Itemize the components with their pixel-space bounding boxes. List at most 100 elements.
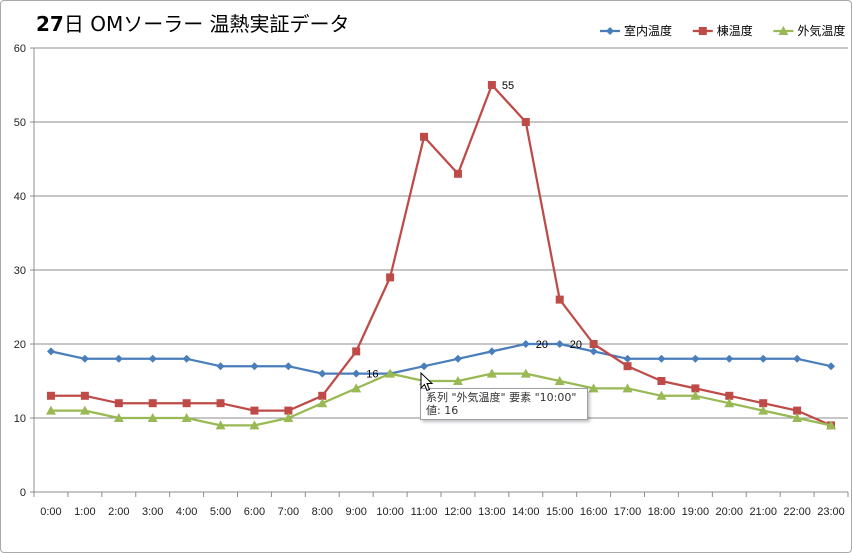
x-tick-label: 21:00 — [749, 506, 777, 518]
data-point — [589, 340, 598, 348]
data-point — [249, 420, 260, 430]
data-point — [181, 413, 192, 422]
data-point — [148, 354, 157, 363]
axes: 0 10 20 30 40 50 60 0:00 1:00 2:00 3:00 4:00 5:00 6:0… — [14, 43, 849, 518]
data-point — [486, 368, 497, 378]
data-point — [724, 398, 735, 408]
data-point — [216, 362, 225, 371]
data-label: 55 — [502, 80, 514, 92]
series-2 — [46, 81, 836, 430]
data-labels: 55 20 20 16 — [366, 80, 582, 381]
x-tick-label: 9:00 — [345, 506, 366, 518]
data-point — [385, 368, 396, 378]
x-tick-label: 22:00 — [783, 506, 811, 518]
data-point — [656, 390, 667, 400]
data-point — [182, 354, 191, 363]
data-point — [691, 384, 700, 393]
legend-swatch-marker — [698, 27, 707, 35]
data-point — [420, 362, 429, 371]
data-point — [80, 354, 89, 363]
data-point — [725, 391, 734, 400]
data-label: 16 — [366, 369, 378, 381]
data-point — [148, 399, 157, 408]
data-point — [759, 399, 768, 408]
x-tick-label: 11:00 — [411, 506, 438, 518]
y-tick-label: 40 — [14, 191, 26, 203]
series-3 — [45, 368, 837, 430]
data-point — [521, 118, 530, 126]
x-tick-label: 10:00 — [376, 506, 404, 518]
y-tick-label: 20 — [14, 339, 26, 351]
data-point — [215, 420, 226, 430]
x-tick-label: 3:00 — [142, 506, 163, 518]
data-point — [250, 362, 259, 371]
y-tick-label: 0 — [20, 487, 26, 499]
data-point — [657, 354, 666, 363]
data-point — [250, 406, 259, 415]
legend-item-1: 室内温度 — [600, 23, 672, 38]
chart-title-rest: 日 OMソーラー 温熱実証データ — [64, 12, 350, 36]
data-point — [182, 399, 191, 408]
chart-title: 27日 OMソーラー 温熱実証データ — [36, 12, 350, 36]
legend-item-3: 外気温度 — [773, 23, 845, 38]
data-point — [113, 413, 124, 422]
data-point — [80, 391, 89, 400]
x-tick-label: 23:00 — [817, 506, 845, 518]
legend: 室内温度 棟温度 外気温度 — [600, 23, 845, 38]
data-point — [352, 369, 361, 378]
x-tick-label: 1:00 — [74, 506, 95, 518]
tooltip-value-line: 値: 16 — [426, 404, 459, 417]
data-point — [452, 376, 463, 385]
data-point — [622, 383, 633, 393]
data-point — [657, 377, 666, 385]
mouse-pointer-icon — [420, 372, 434, 392]
x-tick-label: 8:00 — [312, 506, 333, 518]
x-tick-label: 13:00 — [478, 506, 506, 518]
data-point — [318, 369, 327, 378]
legend-label: 外気温度 — [797, 23, 845, 38]
y-tick-label: 60 — [14, 43, 26, 55]
data-point — [284, 362, 293, 371]
x-tick-label: 15:00 — [546, 506, 574, 518]
data-point — [623, 354, 632, 363]
data-point — [589, 347, 598, 356]
data-point — [691, 354, 700, 363]
data-point — [46, 391, 55, 400]
legend-item-2: 棟温度 — [692, 23, 753, 38]
x-tick-label: 6:00 — [244, 506, 265, 518]
data-point — [46, 347, 55, 356]
y-tick-label: 30 — [14, 265, 26, 277]
data-point — [79, 405, 90, 415]
chart-title-day: 27 — [36, 12, 64, 36]
data-point — [284, 406, 293, 415]
legend-label: 室内温度 — [624, 23, 672, 38]
data-point — [114, 399, 123, 408]
data-point-tooltip: 系列 "外気温度" 要素 "10:00" 値: 16 — [420, 388, 588, 420]
y-tick-label: 50 — [14, 117, 26, 129]
data-point — [793, 406, 802, 415]
x-tick-label: 16:00 — [580, 506, 608, 518]
series-group — [45, 81, 837, 430]
data-point — [318, 391, 327, 400]
series-line — [50, 372, 832, 427]
series-1 — [46, 340, 836, 378]
data-point — [520, 368, 531, 378]
data-point — [588, 383, 599, 393]
data-point — [386, 273, 395, 282]
data-point — [690, 390, 701, 400]
legend-swatch-marker — [778, 26, 789, 35]
data-point — [283, 413, 294, 422]
data-point — [792, 413, 803, 422]
x-tick-label: 2:00 — [108, 506, 129, 518]
series-line — [50, 342, 832, 375]
data-point — [351, 383, 362, 393]
data-point — [758, 405, 769, 415]
legend-swatch-marker — [606, 27, 614, 35]
data-point — [555, 340, 564, 348]
data-point — [420, 132, 429, 141]
data-point — [317, 398, 328, 408]
x-tick-label: 14:00 — [512, 506, 540, 518]
data-point — [725, 354, 734, 363]
x-tick-label: 7:00 — [278, 506, 299, 518]
